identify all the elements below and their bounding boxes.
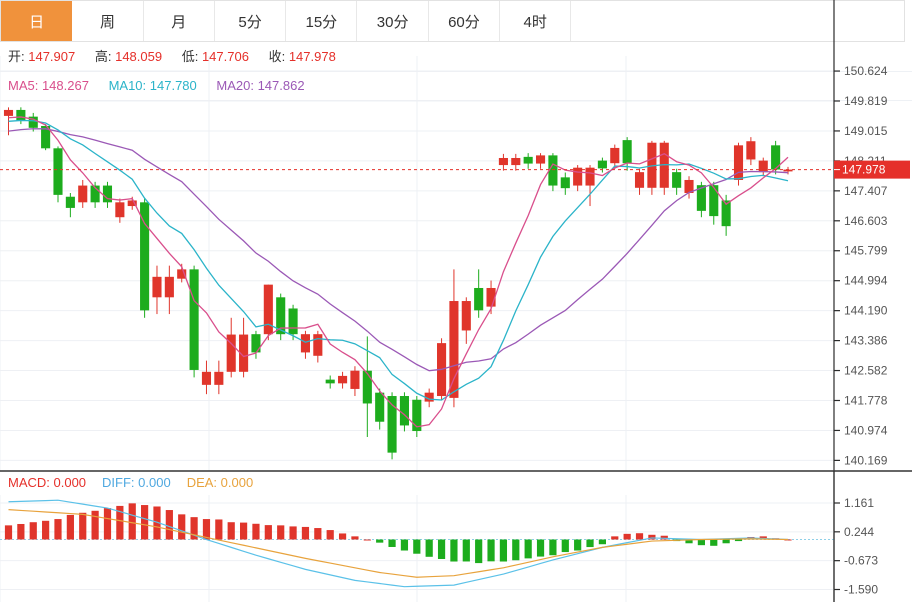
svg-text:140.974: 140.974 bbox=[844, 423, 888, 437]
svg-text:149.015: 149.015 bbox=[844, 124, 888, 138]
svg-text:-1.590: -1.590 bbox=[844, 583, 878, 597]
svg-text:1.161: 1.161 bbox=[844, 496, 874, 510]
svg-text:150.624: 150.624 bbox=[844, 64, 888, 78]
svg-text:142.582: 142.582 bbox=[844, 364, 888, 378]
svg-text:-0.673: -0.673 bbox=[844, 554, 878, 568]
svg-text:144.190: 144.190 bbox=[844, 304, 888, 318]
svg-text:140.169: 140.169 bbox=[844, 453, 888, 467]
svg-text:145.799: 145.799 bbox=[844, 244, 888, 258]
svg-text:143.386: 143.386 bbox=[844, 334, 888, 348]
svg-text:146.603: 146.603 bbox=[844, 214, 888, 228]
svg-text:144.994: 144.994 bbox=[844, 274, 888, 288]
svg-text:147.407: 147.407 bbox=[844, 184, 888, 198]
svg-text:147.978: 147.978 bbox=[842, 163, 886, 177]
svg-text:141.778: 141.778 bbox=[844, 393, 888, 407]
svg-text:0.244: 0.244 bbox=[844, 525, 874, 539]
svg-text:149.819: 149.819 bbox=[844, 94, 888, 108]
